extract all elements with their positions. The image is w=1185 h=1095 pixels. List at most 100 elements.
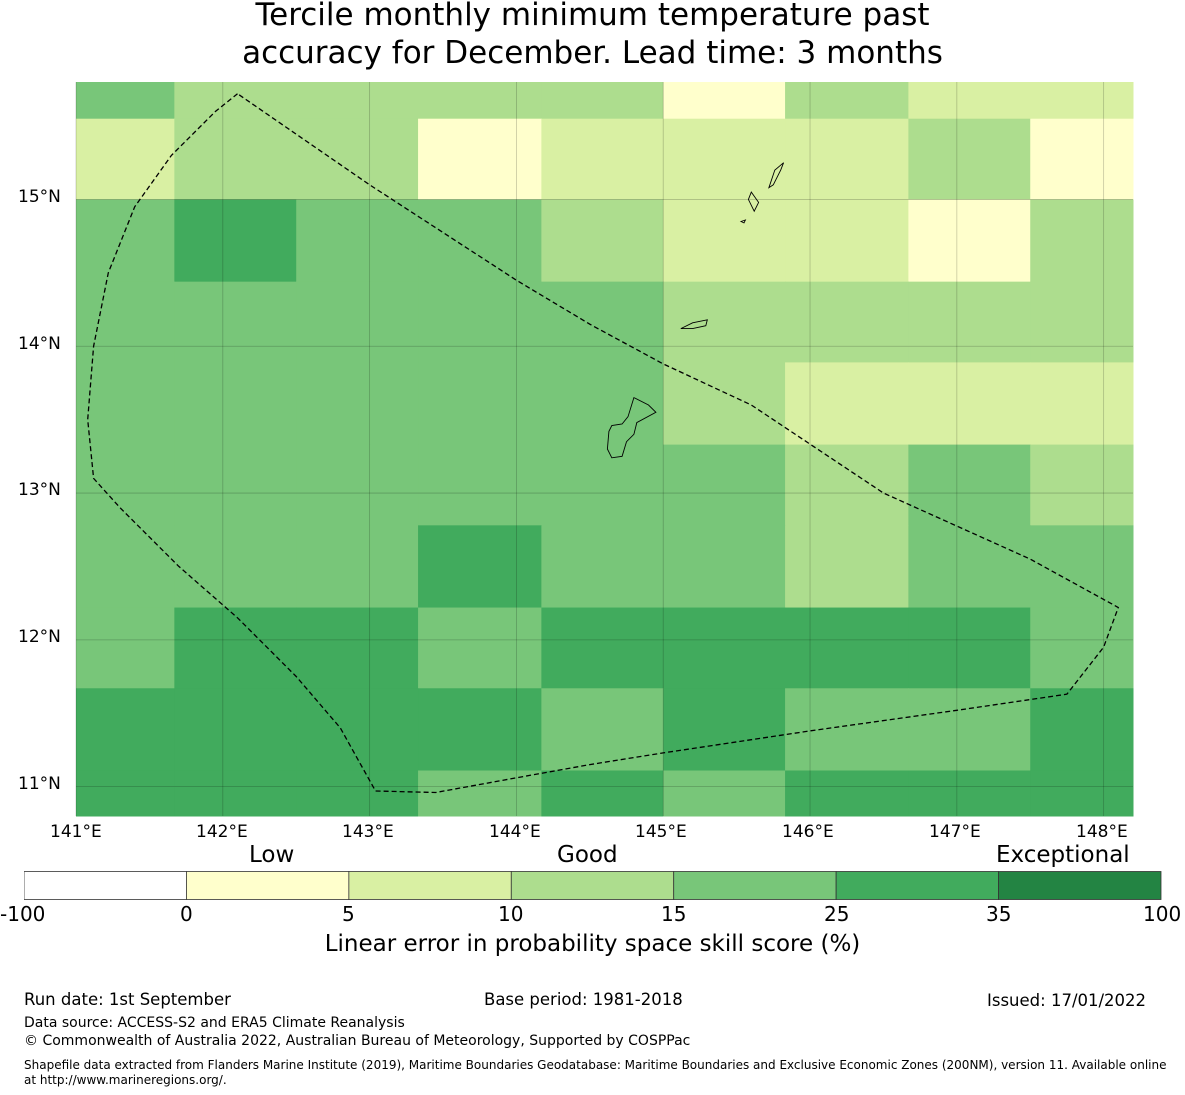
grid-cell: [296, 281, 419, 363]
grid-cell: [296, 607, 419, 689]
grid-cell: [76, 607, 175, 689]
grid-cell: [908, 362, 1031, 446]
colorbar-segment: [998, 871, 1162, 900]
skill-score-grid: [76, 82, 1134, 817]
colorbar-tick: 0: [180, 902, 193, 926]
grid-cell: [908, 688, 1031, 771]
grid-cell: [76, 199, 175, 283]
grid-cell: [76, 281, 175, 363]
colorbar-tick: 35: [986, 902, 1012, 926]
grid-cell: [908, 199, 1031, 283]
colorbar-segment: [510, 871, 675, 900]
grid-cell: [785, 199, 909, 283]
colorbar-label: Linear error in probability space skill …: [324, 931, 861, 957]
grid-cell: [76, 362, 175, 446]
colorbar-segment: [673, 871, 837, 900]
shapefile-credit-line-2: at http://www.marineregions.org/.: [24, 1073, 227, 1087]
grid-cell: [663, 607, 786, 689]
grid-cell: [174, 607, 297, 689]
grid-cell: [908, 444, 1031, 526]
colorbar-word-low: Low: [249, 842, 295, 868]
island-outlines: [606, 162, 785, 459]
colorbar-word-exceptional: Exceptional: [996, 842, 1130, 868]
lon-label-143e: 143°E: [342, 822, 394, 842]
grid-cell: [76, 118, 175, 200]
grid-cell: [541, 607, 664, 689]
colorbar-segment: [186, 871, 350, 900]
colorbar-tick: 5: [342, 902, 355, 926]
graticule: [75, 82, 1133, 816]
grid-cell: [174, 525, 297, 609]
lon-label-147e: 147°E: [929, 822, 981, 842]
grid-cell: [296, 770, 419, 817]
grid-cell: [663, 118, 786, 200]
title-line-1: Tercile monthly minimum temperature past: [255, 0, 930, 33]
lat-label-13n: 13°N: [18, 480, 61, 500]
eez-boundary: [87, 93, 1120, 794]
grid-cell: [418, 688, 542, 771]
grid-cell: [1030, 688, 1134, 771]
grid-cell: [541, 688, 664, 771]
grid-cell: [76, 82, 175, 120]
grid-cell: [418, 607, 542, 689]
colorbar-tick: 15: [661, 902, 687, 926]
grid-cell: [418, 444, 542, 526]
grid-cell: [785, 770, 909, 817]
colorbar-segment: [835, 871, 999, 900]
title-line-2: accuracy for December. Lead time: 3 mont…: [242, 35, 943, 71]
grid-cell: [541, 770, 664, 817]
grid-cell: [174, 82, 297, 120]
colorbar: [24, 871, 1162, 900]
island-aguijan: [739, 219, 747, 224]
colorbar-segment: [348, 871, 512, 900]
lat-label-14n: 14°N: [18, 334, 61, 354]
grid-cell: [1030, 362, 1134, 446]
grid-cell: [296, 82, 419, 120]
issued-date: Issued: 17/01/2022: [987, 991, 1147, 1010]
grid-cell: [541, 118, 664, 200]
grid-cell: [908, 770, 1031, 817]
grid-cell: [541, 199, 664, 283]
grid-cell: [785, 281, 909, 363]
grid-cell: [785, 82, 909, 120]
grid-cell: [1030, 199, 1134, 283]
grid-cell: [1030, 281, 1134, 363]
lat-label-11n: 11°N: [18, 774, 61, 794]
grid-cell: [1030, 525, 1134, 609]
island-saipan: [768, 162, 785, 189]
grid-cell: [785, 362, 909, 446]
grid-cell: [418, 82, 542, 120]
lat-label-15n: 15°N: [18, 187, 61, 207]
grid-cell: [418, 199, 542, 283]
grid-cell: [1030, 82, 1134, 120]
grid-cell: [785, 118, 909, 200]
grid-cell: [541, 82, 664, 120]
grid-cell: [418, 362, 542, 446]
grid-cell: [541, 362, 664, 446]
grid-cell: [663, 281, 786, 363]
lon-label-144e: 144°E: [489, 822, 541, 842]
grid-cell: [76, 444, 175, 526]
grid-cell: [908, 82, 1031, 120]
grid-cell: [785, 525, 909, 609]
grid-cell: [663, 688, 786, 771]
lon-label-146e: 146°E: [782, 822, 834, 842]
grid-cell: [76, 770, 175, 817]
grid-cell: [663, 525, 786, 609]
island-guam: [606, 396, 657, 459]
grid-cell: [908, 607, 1031, 689]
grid-cell: [908, 525, 1031, 609]
grid-cell: [663, 362, 786, 446]
grid-cell: [663, 82, 786, 120]
grid-cell: [541, 444, 664, 526]
lon-label-142e: 142°E: [196, 822, 248, 842]
lon-label-141e: 141°E: [50, 822, 102, 842]
grid-cell: [785, 607, 909, 689]
grid-cell: [541, 281, 664, 363]
grid-cell: [76, 525, 175, 609]
grid-cell: [1030, 118, 1134, 200]
grid-cell: [174, 362, 297, 446]
colorbar-tick: 10: [498, 902, 524, 926]
data-source: Data source: ACCESS-S2 and ERA5 Climate …: [24, 1015, 405, 1031]
grid-cell: [663, 199, 786, 283]
